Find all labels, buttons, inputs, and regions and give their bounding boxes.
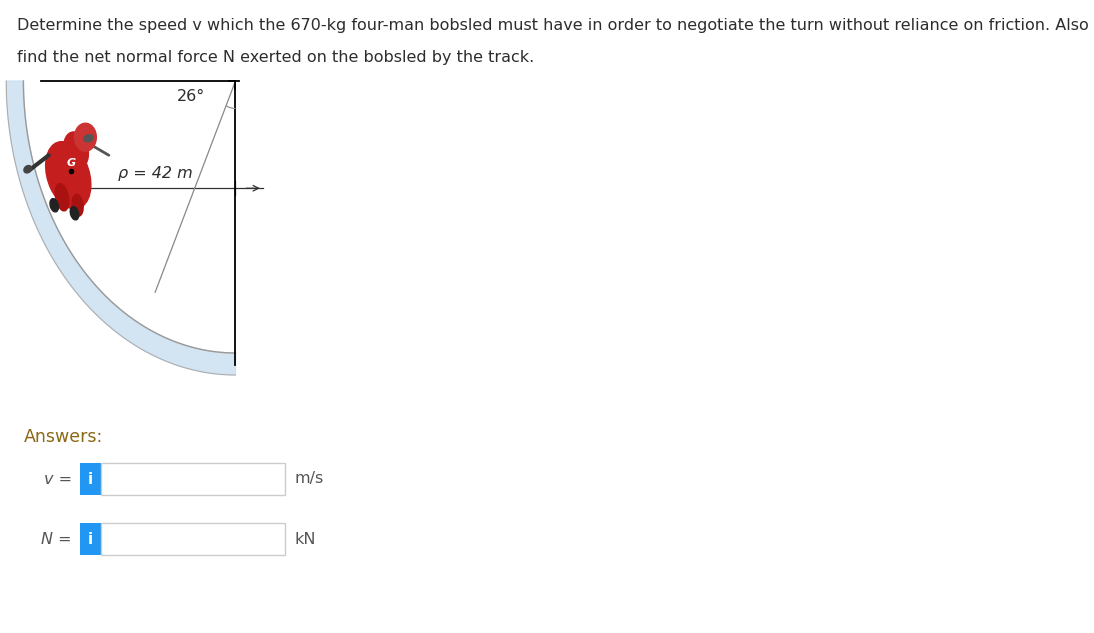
Text: kN: kN (294, 532, 316, 546)
Ellipse shape (72, 194, 83, 216)
Ellipse shape (56, 184, 69, 211)
Text: N =: N = (42, 532, 72, 546)
Ellipse shape (24, 166, 32, 173)
Ellipse shape (46, 142, 91, 209)
FancyBboxPatch shape (102, 463, 284, 495)
Text: G: G (67, 158, 75, 168)
Text: Answers:: Answers: (23, 428, 103, 446)
Circle shape (74, 123, 96, 151)
Text: ρ = 42 m: ρ = 42 m (118, 166, 193, 181)
Ellipse shape (63, 132, 89, 168)
FancyBboxPatch shape (80, 523, 102, 555)
Ellipse shape (84, 135, 93, 142)
Text: 26°: 26° (177, 89, 206, 104)
Ellipse shape (50, 199, 58, 212)
Polygon shape (7, 81, 235, 375)
Text: find the net normal force N exerted on the bobsled by the track.: find the net normal force N exerted on t… (18, 50, 534, 65)
FancyBboxPatch shape (102, 523, 284, 555)
Ellipse shape (70, 206, 79, 220)
Text: i: i (88, 472, 93, 487)
Text: Determine the speed v which the 670-kg four-man bobsled must have in order to ne: Determine the speed v which the 670-kg f… (18, 18, 1089, 33)
Text: m/s: m/s (294, 472, 324, 487)
Text: i: i (88, 532, 93, 546)
Text: v =: v = (44, 472, 72, 487)
FancyBboxPatch shape (80, 463, 102, 495)
